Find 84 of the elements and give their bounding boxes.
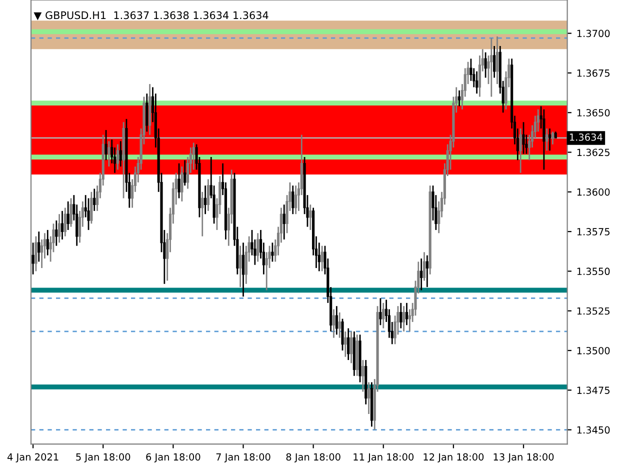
candlestick	[55, 220, 58, 247]
candlestick	[496, 36, 499, 85]
candlestick	[38, 230, 40, 262]
x-tick-label: 5 Jan 18:00	[76, 453, 130, 462]
candlestick	[490, 37, 493, 98]
y-tick-label: 1.3525	[577, 307, 610, 315]
x-tick-label: 7 Jan 18:00	[216, 453, 270, 462]
candlestick	[522, 121, 525, 155]
candlestick	[93, 188, 96, 212]
candlestick	[292, 184, 294, 215]
candlestick	[484, 52, 487, 78]
candlestick	[242, 242, 245, 298]
candlestick	[90, 191, 93, 224]
candlestick	[320, 245, 324, 272]
candlestick	[282, 204, 286, 240]
candlestick	[201, 191, 204, 238]
candlestick	[206, 178, 210, 212]
candlestick	[32, 242, 34, 276]
candlestick	[341, 318, 344, 352]
candlestick	[350, 330, 353, 364]
candlestick	[87, 198, 90, 231]
candlestick	[335, 305, 338, 336]
y-tick-label: 1.3550	[577, 268, 610, 276]
y-tick-label: 1.3450	[577, 426, 610, 434]
candlestick	[344, 330, 347, 358]
x-tick-label: 4 Jan 2021	[7, 453, 58, 462]
y-tick-label: 1.3575	[577, 228, 610, 236]
candlestick	[66, 200, 70, 231]
candlestick	[332, 308, 336, 339]
candlestick	[34, 236, 38, 272]
candlestick	[400, 302, 402, 329]
candlestick	[64, 207, 66, 238]
candlestick	[548, 128, 552, 152]
candlestick	[519, 128, 522, 174]
candlestick	[180, 166, 184, 202]
candlestick	[70, 198, 72, 228]
candlestick	[546, 128, 548, 152]
candlestick	[178, 162, 180, 199]
candlestick	[146, 92, 148, 132]
x-tick-label: 8 Jan 18:00	[286, 453, 340, 462]
candlestick	[239, 245, 242, 288]
candlestick	[60, 210, 64, 240]
x-tick-label: 12 Jan 18:00	[424, 453, 484, 462]
candlestick	[379, 297, 382, 326]
candlestick	[271, 242, 274, 262]
x-tick-label: 13 Jan 18:00	[494, 453, 554, 462]
text: ▼ GBPUSD.H1 1.3637 1.3638 1.3634 1.3634	[34, 11, 268, 20]
candlestick	[476, 70, 478, 94]
candlestick	[362, 359, 364, 392]
candlestick	[119, 140, 122, 168]
candlestick	[493, 45, 496, 78]
candlestick	[184, 159, 186, 186]
y-tick-label: 1.3600	[577, 188, 610, 196]
y-tick-label: 1.3675	[577, 69, 610, 77]
candlestick	[294, 184, 298, 215]
candlestick	[382, 302, 385, 329]
y-tick-label: 1.3650	[577, 109, 610, 116]
candlestick	[104, 129, 108, 161]
candlestick	[204, 184, 207, 215]
x-tick-label: 6 Jan 18:00	[146, 453, 200, 462]
candlestick	[58, 213, 61, 244]
candlestick	[256, 232, 260, 262]
candlestick	[422, 251, 426, 282]
candlestick	[551, 130, 554, 146]
candlestick	[116, 144, 120, 170]
candlestick	[426, 254, 428, 288]
candlestick	[338, 312, 341, 339]
candlestick	[108, 140, 110, 168]
candlestick	[405, 302, 408, 326]
candlestick	[402, 305, 406, 332]
candlestick	[542, 108, 546, 170]
candlestick	[309, 204, 312, 231]
ref-line-label: 1.3634	[570, 133, 602, 141]
candlestick	[458, 90, 461, 107]
candlestick	[46, 229, 49, 256]
y-tick-label: 1.3500	[577, 346, 610, 354]
x-tick-label: 11 Jan 18:00	[354, 453, 414, 462]
y-tick-label: 1.3700	[577, 30, 610, 38]
candlestick	[347, 328, 350, 361]
y-tick-label: 1.3625	[577, 148, 610, 156]
candlestick	[192, 142, 195, 170]
candlestick	[367, 382, 370, 415]
y-tick-label: 1.3475	[577, 386, 610, 394]
candlestick	[420, 258, 423, 291]
